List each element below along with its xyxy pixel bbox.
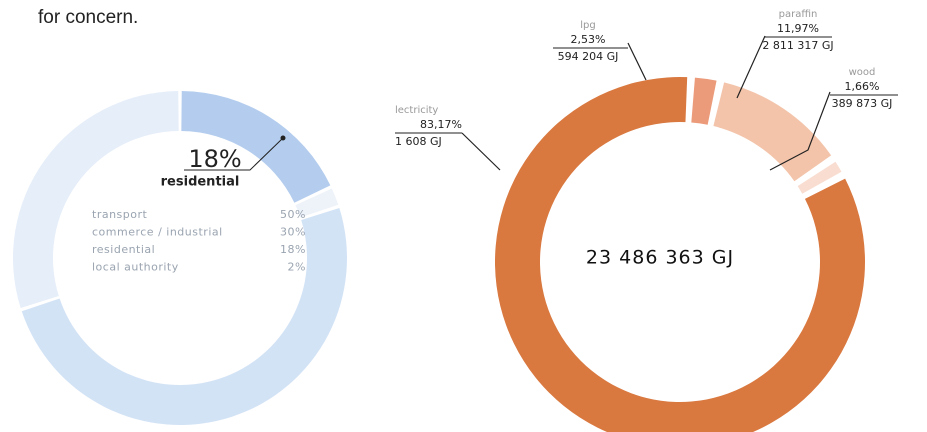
legend-label: commerce / industrial (92, 226, 223, 239)
segment-energy: 594 204 GJ (558, 50, 619, 63)
donut-segment (12, 91, 179, 308)
segment-name: paraffin (779, 9, 818, 20)
text-fragment: for concern. (38, 7, 138, 28)
leader-line (184, 137, 284, 171)
segment-energy: 2 811 317 GJ (762, 39, 833, 52)
legend-value: 50% (280, 208, 306, 221)
leader-line (461, 132, 501, 171)
legend-label: local authority (92, 261, 179, 274)
segment-energy: 1 608 GJ (395, 135, 442, 148)
leader-dot (280, 135, 286, 141)
donut-segment (797, 161, 842, 194)
donut-segment (295, 188, 339, 218)
legend-label: residential (92, 243, 155, 256)
segment-name: wood (849, 67, 876, 78)
legend-value: 18% (280, 243, 306, 256)
donut-segment (21, 208, 347, 425)
leader-line (627, 42, 647, 81)
legend-label: transport (92, 208, 148, 221)
segment-name: lectricity (395, 105, 438, 116)
segment-percent: 11,97% (777, 22, 819, 35)
segment-percent: 83,17% (420, 118, 462, 131)
leader-line (736, 35, 766, 99)
segment-percent: 1,66% (845, 80, 880, 93)
segment-name: lpg (580, 20, 595, 31)
center-total: 23 486 363 GJ (586, 247, 734, 269)
donut-segment (181, 91, 331, 203)
segment-energy: 389 873 GJ (832, 97, 893, 110)
segment-percent: 2,53% (571, 33, 606, 46)
center-value: 18% (188, 145, 241, 173)
leader-line (769, 91, 831, 171)
legend-value: 30% (280, 226, 306, 239)
donut-segment (691, 77, 717, 125)
donut-segment (713, 82, 832, 182)
center-label: residential (161, 175, 240, 190)
legend-value: 2% (288, 261, 306, 274)
